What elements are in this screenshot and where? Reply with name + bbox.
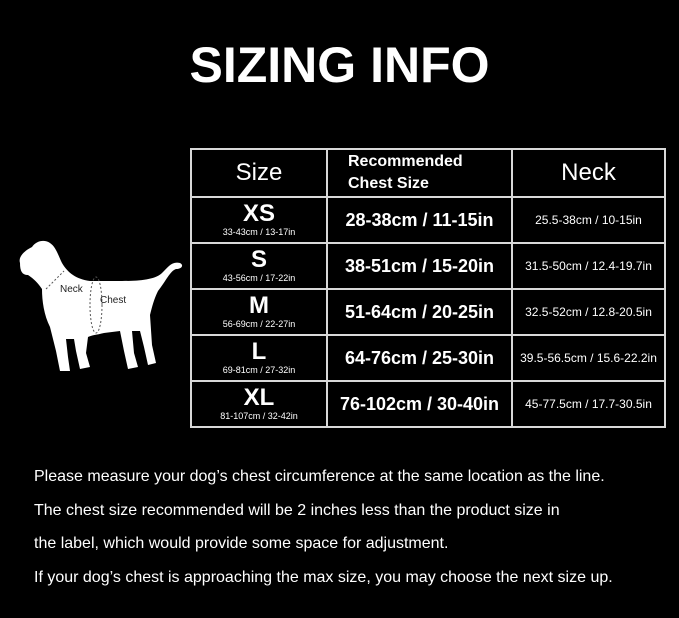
size-cell: L 69-81cm / 27-32in — [190, 334, 328, 382]
note-line: The chest size recommended will be 2 inc… — [34, 501, 560, 519]
neck-label: Neck — [60, 284, 84, 295]
table-row: XL 81-107cm / 32-42in 76-102cm / 30-40in … — [190, 380, 666, 428]
header-chest-line1: Recommended — [348, 153, 463, 170]
note-line: If your dog’s chest is approaching the m… — [34, 568, 613, 586]
header-size: Size — [190, 148, 328, 198]
chest-label: Chest — [100, 295, 126, 306]
neck-cell: 32.5-52cm / 12.8-20.5in — [511, 288, 666, 336]
dog-illustration: Neck Chest — [19, 240, 183, 371]
table-row: XS 33-43cm / 13-17in 28-38cm / 11-15in 25… — [190, 196, 666, 244]
dog-silhouette — [19, 240, 183, 371]
measurement-notes: Please measure your dog’s chest circumfe… — [34, 468, 613, 602]
table-row: L 69-81cm / 27-32in 64-76cm / 25-30in 39.… — [190, 334, 666, 382]
header-neck: Neck — [511, 148, 666, 198]
chest-cell: 38-51cm / 15-20in — [326, 242, 513, 290]
size-cell: S 43-56cm / 17-22in — [190, 242, 328, 290]
size-label: S — [250, 246, 267, 273]
size-label: XL — [243, 384, 275, 411]
neck-cell: 39.5-56.5cm / 15.6-22.2in — [511, 334, 666, 382]
note-line: the label, which would provide some spac… — [34, 535, 449, 552]
size-range: 43-56cm / 17-22in — [222, 273, 296, 283]
table-header-row: Size Recommended Chest Size Neck — [190, 148, 666, 198]
size-range: 56-69cm / 22-27in — [222, 319, 296, 329]
size-range: 81-107cm / 32-42in — [220, 411, 298, 421]
page-title: SIZING INFO — [189, 37, 490, 93]
chest-cell: 51-64cm / 20-25in — [326, 288, 513, 336]
size-cell: XS 33-43cm / 13-17in — [190, 196, 328, 244]
size-label: L — [251, 338, 267, 365]
chest-cell: 28-38cm / 11-15in — [326, 196, 513, 244]
size-cell: XL 81-107cm / 32-42in — [190, 380, 328, 428]
size-label: M — [249, 292, 269, 319]
size-label: XS — [242, 200, 275, 227]
size-range: 69-81cm / 27-32in — [222, 365, 296, 375]
neck-cell: 31.5-50cm / 12.4-19.7in — [511, 242, 666, 290]
chest-cell: 64-76cm / 25-30in — [326, 334, 513, 382]
table-row: S 43-56cm / 17-22in 38-51cm / 15-20in 31.… — [190, 242, 666, 290]
header-chest-line2: Chest Size — [348, 175, 429, 192]
neck-cell: 45-77.5cm / 17.7-30.5in — [511, 380, 666, 428]
size-cell: M 56-69cm / 22-27in — [190, 288, 328, 336]
header-chest: Recommended Chest Size — [326, 148, 513, 198]
note-line: Please measure your dog’s chest circumfe… — [34, 468, 605, 485]
chest-cell: 76-102cm / 30-40in — [326, 380, 513, 428]
sizing-table: Size Recommended Chest Size Neck XS 33-43c… — [190, 148, 666, 428]
size-range: 33-43cm / 13-17in — [222, 227, 296, 237]
table-row: M 56-69cm / 22-27in 51-64cm / 20-25in 32.… — [190, 288, 666, 336]
neck-cell: 25.5-38cm / 10-15in — [511, 196, 666, 244]
